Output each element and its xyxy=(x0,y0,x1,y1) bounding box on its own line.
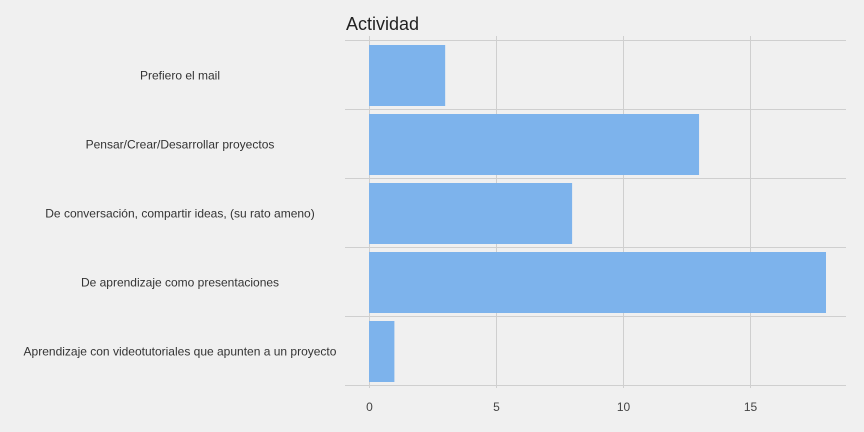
bar xyxy=(369,45,446,106)
category-label: Aprendizaje con videotutoriales que apun… xyxy=(24,345,337,359)
category-label: Pensar/Crear/Desarrollar proyectos xyxy=(86,138,275,152)
chart-title: Actividad xyxy=(346,14,420,34)
x-tick-label: 5 xyxy=(493,400,500,414)
x-tick-label: 15 xyxy=(744,400,758,414)
bar xyxy=(369,321,395,382)
bar xyxy=(369,114,700,175)
x-tick-label: 0 xyxy=(366,400,373,414)
category-label: Prefiero el mail xyxy=(140,69,220,83)
bar xyxy=(369,252,826,313)
category-label: De aprendizaje como presentaciones xyxy=(81,276,279,290)
x-tick-label: 10 xyxy=(617,400,631,414)
category-label: De conversación, compartir ideas, (su ra… xyxy=(45,207,314,221)
bar xyxy=(369,183,573,244)
